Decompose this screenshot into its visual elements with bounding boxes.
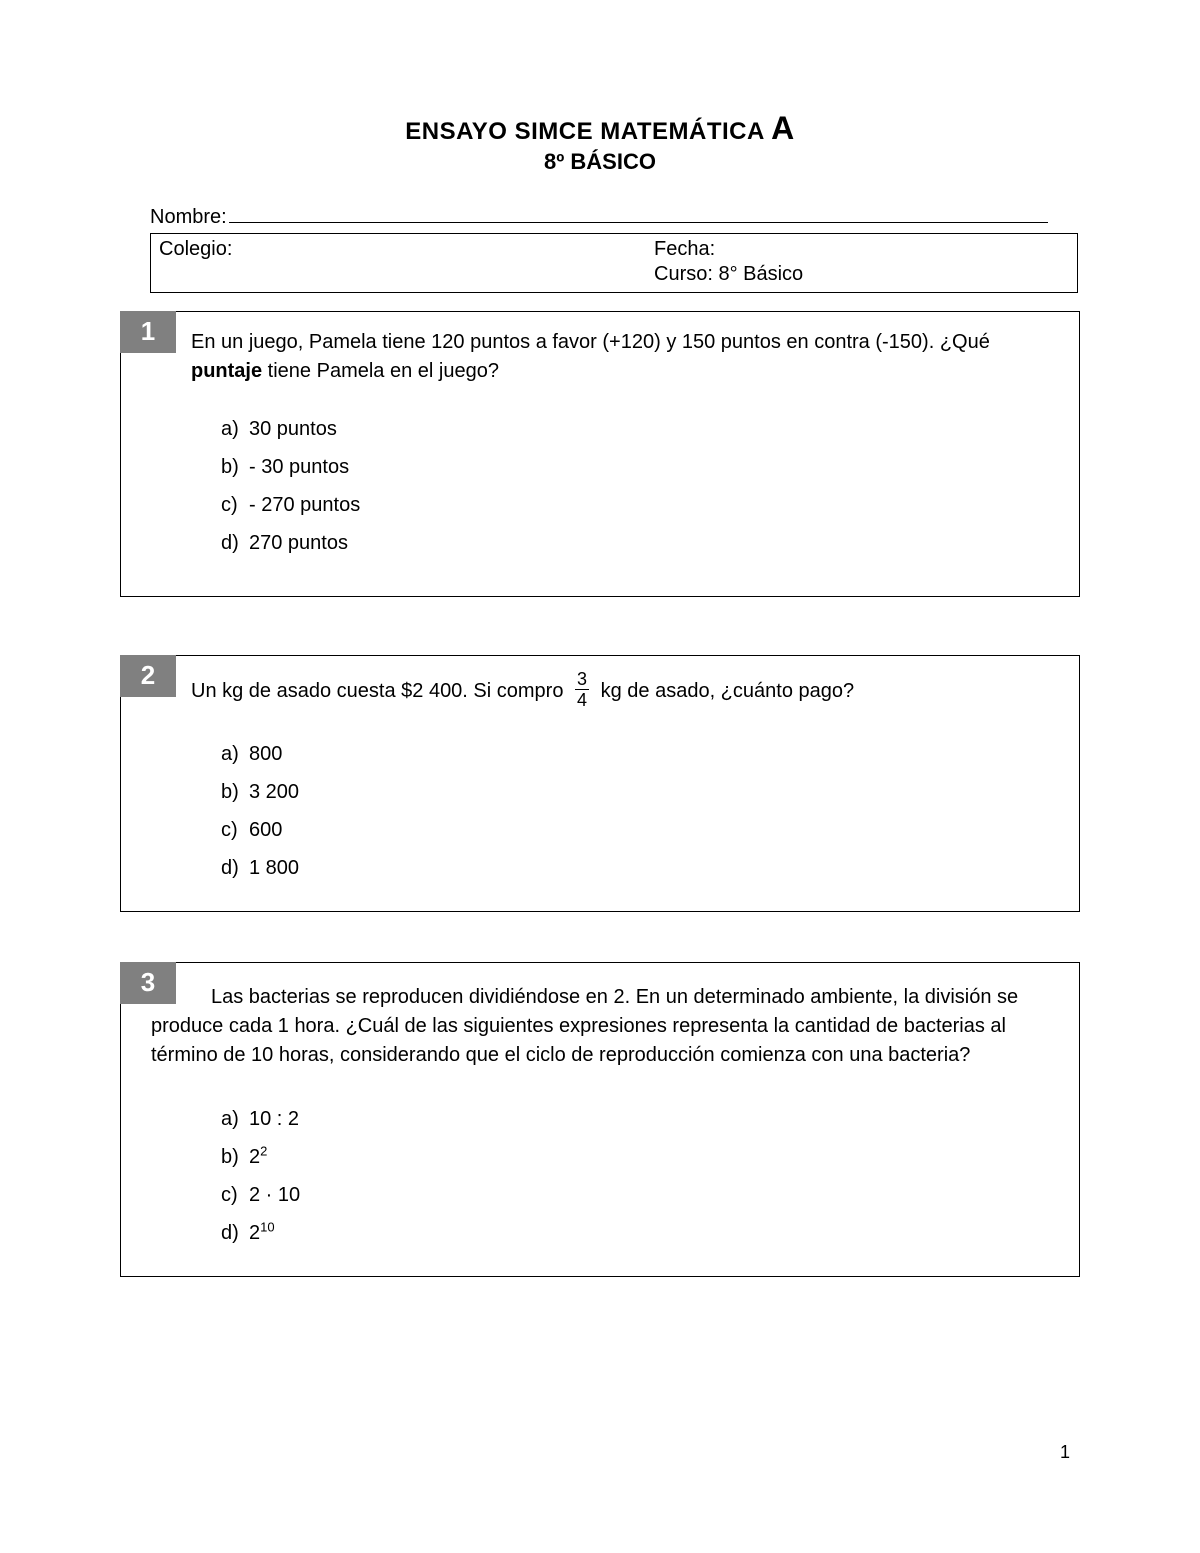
option-text: 210 [249,1222,275,1244]
option-base: 2 [249,1222,260,1244]
question-text: Las bacterias se reproducen dividiéndose… [151,983,1049,1070]
option-exponent: 2 [260,1143,267,1158]
page: ENSAYO SIMCE MATEMÁTICA A 8º BÁSICO Nomb… [0,0,1200,1277]
option-label: c) [221,811,249,849]
nombre-label: Nombre: [150,206,227,229]
option-c: c)2 · 10 [221,1176,1049,1214]
option-text: 10 : 2 [249,1108,299,1130]
option-label: a) [221,1100,249,1138]
option-label: c) [221,1176,249,1214]
option-text: 600 [249,819,282,841]
options-list: a)30 puntos b)- 30 puntos c)- 270 puntos… [191,410,1049,562]
spacer [120,597,1080,637]
fraction-numerator: 3 [575,670,589,690]
question-number-badge: 1 [120,311,176,353]
info-box: Colegio: Fecha: Curso: 8° Básico [150,233,1078,293]
question-box-3: 3 Las bacterias se reproducen dividiéndo… [120,962,1080,1277]
option-label: b) [221,448,249,486]
option-text: 2 · 10 [249,1184,300,1206]
option-exponent: 10 [260,1219,274,1234]
option-d: d)270 puntos [221,524,1049,562]
question-text: Un kg de asado cuesta $2 400. Si compro … [191,672,1049,711]
options-list: a)10 : 2 b)22 c)2 · 10 d)210 [191,1100,1049,1252]
option-label: d) [221,524,249,562]
option-c: c)- 270 puntos [221,486,1049,524]
q3-text: Las bacterias se reproducen dividiéndose… [151,986,1018,1066]
title-suffix-a: A [771,110,795,146]
option-a: a)10 : 2 [221,1100,1049,1138]
title-line-2: 8º BÁSICO [120,149,1080,175]
option-d: d)1 800 [221,849,1049,887]
question-box-1: 1 En un juego, Pamela tiene 120 puntos a… [120,311,1080,597]
title-prefix: ENSAYO SIMCE MATEMÁTICA [405,118,771,145]
colegio-label: Colegio: [159,238,614,261]
q1-bold-word: puntaje [191,360,262,382]
option-text: 270 puntos [249,532,348,554]
q1-text-before: En un juego, Pamela tiene 120 puntos a f… [191,331,990,353]
fecha-label: Fecha: [614,238,1069,261]
info-empty-cell [159,263,614,286]
option-label: d) [221,1214,249,1252]
option-text: 3 200 [249,781,299,803]
option-d: d)210 [221,1214,1049,1252]
option-a: a)30 puntos [221,410,1049,448]
question-number-badge: 3 [120,962,176,1004]
title-line-1: ENSAYO SIMCE MATEMÁTICA A [120,110,1080,147]
header-fields: Nombre: Colegio: Fecha: Curso: 8° Básico [150,205,1078,293]
option-text: - 270 puntos [249,494,360,516]
question-number-badge: 2 [120,655,176,697]
option-text: 30 puntos [249,418,337,440]
option-b: b)22 [221,1138,1049,1176]
option-c: c)600 [221,811,1049,849]
spacer [120,912,1080,944]
question-box-2: 2 Un kg de asado cuesta $2 400. Si compr… [120,655,1080,912]
fraction-icon: 3 4 [575,670,589,709]
option-text: 800 [249,743,282,765]
option-b: b)3 200 [221,773,1049,811]
q2-text-after: kg de asado, ¿cuánto pago? [601,680,855,702]
q1-text-after: tiene Pamela en el juego? [262,360,499,382]
nombre-row: Nombre: [150,205,1078,229]
option-label: b) [221,773,249,811]
option-label: d) [221,849,249,887]
option-a: a)800 [221,735,1049,773]
question-text: En un juego, Pamela tiene 120 puntos a f… [191,328,1049,386]
curso-label: Curso: 8° Básico [614,263,1069,286]
option-text: 1 800 [249,857,299,879]
option-label: a) [221,410,249,448]
title-block: ENSAYO SIMCE MATEMÁTICA A 8º BÁSICO [120,110,1080,175]
option-base: 2 [249,1146,260,1168]
fraction-denominator: 4 [575,690,589,709]
option-label: b) [221,1138,249,1176]
option-label: c) [221,486,249,524]
option-label: a) [221,735,249,773]
q2-text-before: Un kg de asado cuesta $2 400. Si compro [191,680,569,702]
options-list: a)800 b)3 200 c)600 d)1 800 [191,735,1049,887]
option-text: - 30 puntos [249,456,349,478]
nombre-underline [229,205,1048,223]
option-text: 22 [249,1146,267,1168]
page-number: 1 [1060,1442,1070,1463]
option-b: b)- 30 puntos [221,448,1049,486]
